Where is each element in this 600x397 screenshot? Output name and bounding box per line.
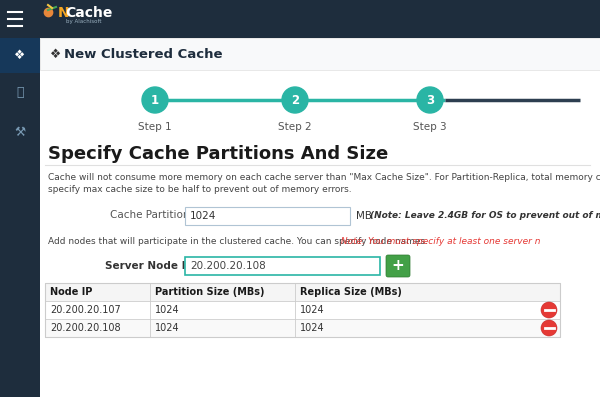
FancyBboxPatch shape bbox=[386, 255, 410, 277]
Text: Step 2: Step 2 bbox=[278, 122, 312, 132]
Text: Specify Cache Partitions And Size: Specify Cache Partitions And Size bbox=[48, 145, 388, 163]
Text: 1024: 1024 bbox=[190, 211, 217, 221]
Text: ⚒: ⚒ bbox=[14, 127, 26, 139]
Text: Cache Partition Size: Cache Partition Size bbox=[110, 210, 214, 220]
Text: 1024: 1024 bbox=[300, 305, 325, 315]
FancyBboxPatch shape bbox=[185, 207, 350, 225]
Text: 1024: 1024 bbox=[300, 323, 325, 333]
Bar bbox=[45, 301, 560, 319]
Bar bbox=[0, 0, 40, 397]
Text: 3: 3 bbox=[426, 94, 434, 106]
Text: Step 1: Step 1 bbox=[138, 122, 172, 132]
Bar bbox=[40, 38, 600, 70]
Text: ⎕: ⎕ bbox=[16, 87, 24, 100]
Text: MB: MB bbox=[356, 211, 372, 221]
Bar bbox=[45, 283, 560, 301]
Text: Step 3: Step 3 bbox=[413, 122, 447, 132]
Circle shape bbox=[142, 87, 168, 113]
Text: Add nodes that will participate in the clustered cache. You can specify node nam: Add nodes that will participate in the c… bbox=[48, 237, 428, 247]
Text: 20.200.20.108: 20.200.20.108 bbox=[50, 323, 121, 333]
Text: Note: You must specify at least one server n: Note: You must specify at least one serv… bbox=[338, 237, 541, 247]
Text: Node IP: Node IP bbox=[50, 287, 92, 297]
Bar bbox=[45, 283, 560, 337]
Text: ❖: ❖ bbox=[14, 48, 26, 62]
Circle shape bbox=[417, 87, 443, 113]
Circle shape bbox=[541, 302, 557, 318]
Circle shape bbox=[282, 87, 308, 113]
Bar bbox=[0, 0, 600, 38]
Text: Partition Size (MBs): Partition Size (MBs) bbox=[155, 287, 265, 297]
Text: ❖: ❖ bbox=[50, 48, 61, 60]
Text: by Alachisoft: by Alachisoft bbox=[66, 19, 101, 25]
FancyBboxPatch shape bbox=[185, 257, 380, 275]
Text: +: + bbox=[392, 258, 404, 274]
Text: 2: 2 bbox=[291, 94, 299, 106]
Text: N: N bbox=[58, 6, 70, 20]
Bar bbox=[45, 319, 560, 337]
Text: 1024: 1024 bbox=[155, 305, 179, 315]
Circle shape bbox=[541, 320, 557, 336]
Text: 1: 1 bbox=[151, 94, 159, 106]
Text: Cache: Cache bbox=[65, 6, 112, 20]
Text: 20.200.20.108: 20.200.20.108 bbox=[190, 261, 266, 271]
Bar bbox=[0, 38, 40, 73]
Text: (​Note: Leave 2.4GB for OS to prevent out of m: (​Note: Leave 2.4GB for OS to prevent ou… bbox=[370, 212, 600, 220]
Text: Cache will not consume more memory on each cache server than "Max Cache Size". F: Cache will not consume more memory on ea… bbox=[48, 173, 600, 182]
Text: New Clustered Cache: New Clustered Cache bbox=[64, 48, 223, 60]
Text: Replica Size (MBs): Replica Size (MBs) bbox=[300, 287, 402, 297]
Text: 20.200.20.107: 20.200.20.107 bbox=[50, 305, 121, 315]
Text: Server Node IP: Server Node IP bbox=[105, 261, 193, 271]
Text: specify max cache size to be half to prevent out of memory errors.: specify max cache size to be half to pre… bbox=[48, 185, 352, 194]
Text: 1024: 1024 bbox=[155, 323, 179, 333]
